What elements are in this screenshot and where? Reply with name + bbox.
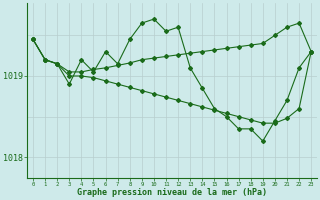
X-axis label: Graphe pression niveau de la mer (hPa): Graphe pression niveau de la mer (hPa)	[77, 188, 267, 197]
